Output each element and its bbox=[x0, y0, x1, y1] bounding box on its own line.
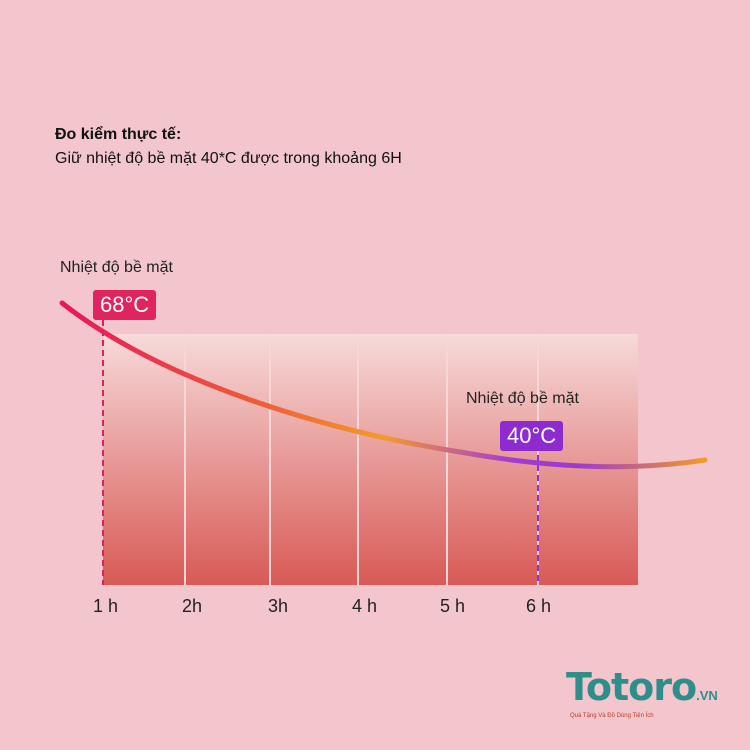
x-tick-1h: 1 h bbox=[93, 596, 119, 616]
annotation-label-2: Nhiệt độ bề mặt bbox=[466, 390, 579, 407]
badge-40c: 40°C bbox=[500, 421, 564, 451]
chart-subtitle: Giữ nhiệt độ bề mặt 40*C được trong khoả… bbox=[55, 150, 402, 167]
x-tick-3h: 3h bbox=[268, 596, 289, 616]
chart-title: Đo kiểm thực tế: bbox=[55, 126, 182, 143]
temperature-curve bbox=[59, 300, 708, 470]
x-tick-5h: 5 h bbox=[440, 596, 466, 616]
annotation-label-1: Nhiệt độ bề mặt bbox=[60, 259, 173, 276]
logo: Totoro.VN Quà Tặng Và Đồ Dùng Tiện Ích bbox=[566, 668, 718, 720]
logo-suffix: .VN bbox=[696, 688, 718, 703]
logo-wordmark: Totoro.VN bbox=[566, 668, 718, 706]
x-tick-4h: 4 h bbox=[352, 596, 378, 616]
x-tick-6h: 6 h bbox=[526, 596, 552, 616]
logo-tagline: Quà Tặng Và Đồ Dùng Tiện Ích bbox=[570, 713, 654, 719]
logo-name: Totoro bbox=[566, 665, 697, 709]
badge-68c: 68°C bbox=[93, 290, 157, 320]
x-tick-2h: 2h bbox=[182, 596, 203, 616]
